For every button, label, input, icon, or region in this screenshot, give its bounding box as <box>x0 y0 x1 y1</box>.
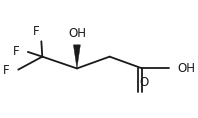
Text: O: O <box>139 76 148 89</box>
Polygon shape <box>73 45 80 68</box>
Text: OH: OH <box>68 27 86 40</box>
Text: OH: OH <box>177 62 195 75</box>
Text: F: F <box>33 25 40 38</box>
Text: F: F <box>13 45 19 58</box>
Text: F: F <box>3 64 10 77</box>
